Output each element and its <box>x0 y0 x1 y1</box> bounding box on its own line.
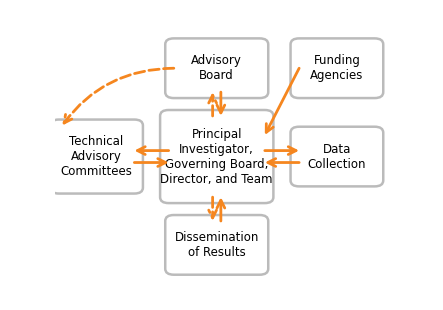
Text: Technical
Advisory
Committees: Technical Advisory Committees <box>61 135 132 178</box>
FancyBboxPatch shape <box>165 38 268 98</box>
FancyBboxPatch shape <box>160 110 273 203</box>
Text: Principal
Investigator,
Governing Board,
Director, and Team: Principal Investigator, Governing Board,… <box>160 127 273 186</box>
FancyBboxPatch shape <box>50 120 143 193</box>
Text: Advisory
Board: Advisory Board <box>191 54 242 82</box>
Text: Dissemination
of Results: Dissemination of Results <box>175 231 259 259</box>
Text: Data
Collection: Data Collection <box>307 143 366 170</box>
FancyBboxPatch shape <box>291 38 383 98</box>
Text: Funding
Agencies: Funding Agencies <box>310 54 364 82</box>
FancyBboxPatch shape <box>291 127 383 186</box>
FancyBboxPatch shape <box>165 215 268 275</box>
